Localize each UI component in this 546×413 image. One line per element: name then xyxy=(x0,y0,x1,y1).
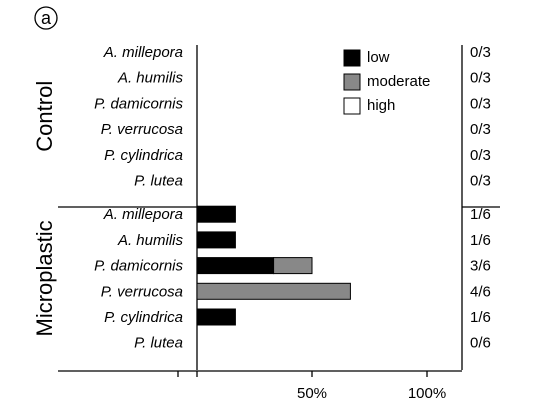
ratio-label: 0/3 xyxy=(470,44,491,61)
ratio-label: 0/3 xyxy=(470,121,491,138)
x-tick-label: 50% xyxy=(297,385,327,402)
legend-swatch-moderate xyxy=(343,73,361,91)
species-label: P. damicornis xyxy=(94,95,183,112)
bar-segment-low xyxy=(196,257,275,275)
bar-segment-low xyxy=(196,231,236,249)
legend-label-high: high xyxy=(367,97,395,114)
group-label: Microplastic xyxy=(32,220,57,336)
ratio-label: 3/6 xyxy=(470,258,491,275)
species-label: A. humilis xyxy=(117,70,184,87)
species-label: P. verrucosa xyxy=(101,121,183,138)
panel-label-circle xyxy=(34,6,58,30)
panel-label-text: a xyxy=(41,8,52,28)
legend-label-low: low xyxy=(367,49,390,66)
species-label: A. humilis xyxy=(117,232,184,249)
bar-segment-low xyxy=(196,308,236,326)
bar-segment-moderate xyxy=(196,282,351,300)
x-tick-label: 100% xyxy=(408,385,446,402)
bar-segment-moderate xyxy=(273,257,313,275)
species-label: P. cylindrica xyxy=(104,147,183,164)
legend-label-moderate: moderate xyxy=(367,73,430,90)
ratio-label: 0/6 xyxy=(470,335,491,352)
bar-segment-low xyxy=(196,205,236,223)
group-label: Control xyxy=(32,81,57,152)
ratio-label: 0/3 xyxy=(470,173,491,190)
species-label: A. millepora xyxy=(103,206,183,223)
species-label: P. lutea xyxy=(134,173,183,190)
species-label: P. verrucosa xyxy=(101,283,183,300)
ratio-label: 4/6 xyxy=(470,283,491,300)
ratio-label: 1/6 xyxy=(470,206,491,223)
ratio-label: 1/6 xyxy=(470,309,491,326)
species-label: P. lutea xyxy=(134,335,183,352)
species-label: P. cylindrica xyxy=(104,309,183,326)
ratio-label: 0/3 xyxy=(470,70,491,87)
species-label: P. damicornis xyxy=(94,258,183,275)
legend-swatch-low xyxy=(343,49,361,67)
ratio-label: 0/3 xyxy=(470,95,491,112)
ratio-label: 1/6 xyxy=(470,232,491,249)
legend-swatch-high xyxy=(343,97,361,115)
species-label: A. millepora xyxy=(103,44,183,61)
ratio-label: 0/3 xyxy=(470,147,491,164)
chart-marks: A. millepora 0/3 A. humilis 0/3 P. damicorni… xyxy=(32,44,491,402)
panel-label: a xyxy=(34,6,58,30)
